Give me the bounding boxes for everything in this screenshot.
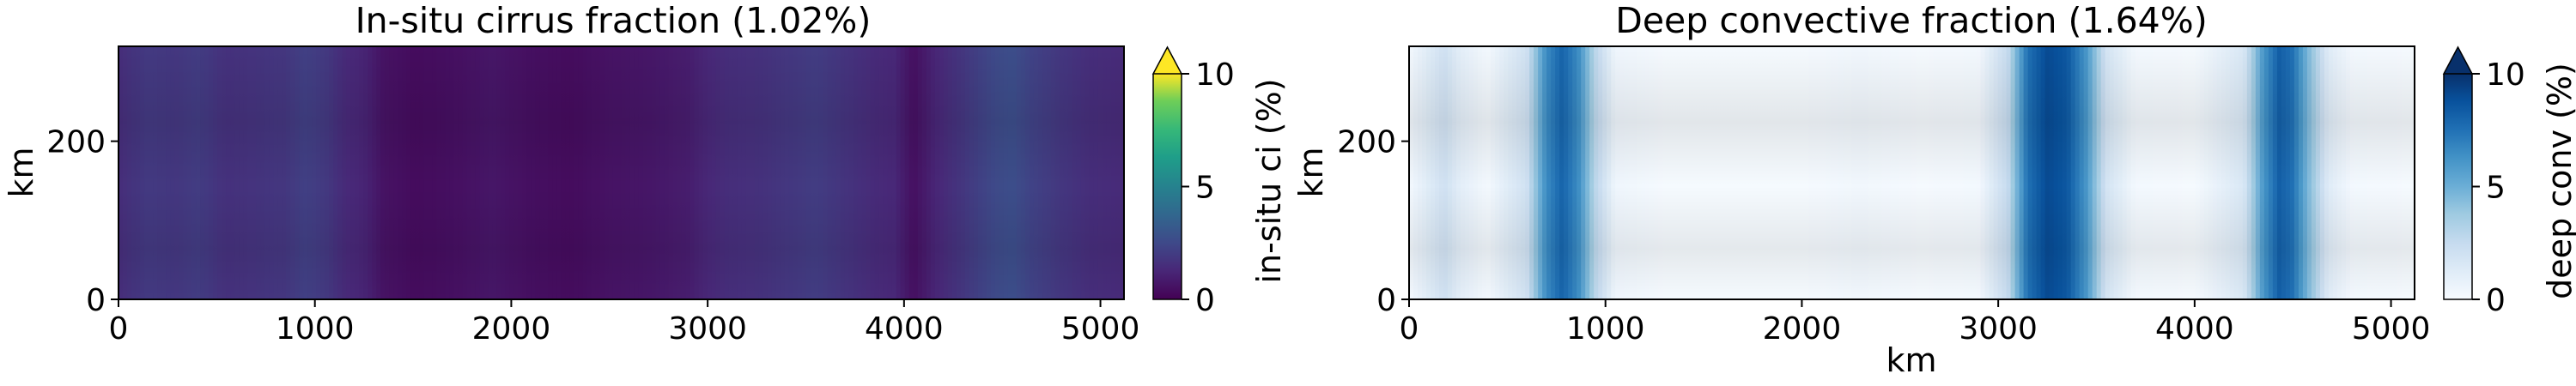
deepconv-colorbar-label: deep conv (%) — [2541, 63, 2576, 299]
heatmap-texture — [118, 46, 1124, 299]
cirrus-panel: In-situ cirrus fraction (1.02%) 0 1000 200… — [3, 0, 1288, 347]
x-tick-label: 4000 — [865, 311, 944, 347]
x-tick-label: 1000 — [1566, 311, 1645, 347]
x-tick-label: 3000 — [668, 311, 747, 347]
x-tick-label: 2000 — [472, 311, 551, 347]
deepconv-colorbar-ticks: 0 5 10 — [2472, 57, 2525, 318]
x-tick-label: 5000 — [2352, 311, 2431, 347]
heatmap-texture — [1409, 46, 2415, 299]
cirrus-heatmap — [118, 46, 1125, 299]
cirrus-colorbar-label: in-situ ci (%) — [1250, 78, 1288, 283]
y-tick-label: 200 — [1337, 125, 1396, 160]
deepconv-panel: Deep convective fraction (1.64%) 0 1000 20… — [1292, 0, 2576, 379]
cirrus-title: In-situ cirrus fraction (1.02%) — [355, 0, 872, 41]
colorbar-tick-label: 10 — [2486, 57, 2525, 93]
deepconv-y-axis: 0 200 — [1337, 125, 1409, 318]
cirrus-y-axis: 0 200 — [46, 125, 118, 318]
colorbar-tick-label: 10 — [1195, 57, 1235, 93]
y-tick-label: 0 — [86, 283, 106, 318]
deepconv-title: Deep convective fraction (1.64%) — [1615, 0, 2207, 41]
colorbar-tick-label: 5 — [2486, 171, 2506, 206]
x-tick-label: 2000 — [1763, 311, 1842, 347]
colorbar-tick-label: 5 — [1195, 171, 1215, 206]
cirrus-colorbar-extend-arrow — [1151, 45, 1183, 75]
colorbar-tick-label: 0 — [2486, 283, 2506, 318]
x-tick-label: 1000 — [276, 311, 355, 347]
cirrus-colorbar-gradient — [1153, 74, 1182, 299]
x-tick-label: 5000 — [1061, 311, 1140, 347]
deepconv-y-label: km — [1292, 147, 1330, 197]
deepconv-colorbar-gradient — [2444, 74, 2472, 299]
cirrus-colorbar-ticks: 0 5 10 — [1182, 57, 1235, 318]
x-tick-label: 3000 — [1959, 311, 2038, 347]
deepconv-colorbar-extend-arrow — [2442, 45, 2474, 75]
deepconv-plot-frame — [1408, 45, 2415, 300]
cirrus-x-axis: 0 1000 2000 3000 4000 5000 — [109, 299, 1140, 347]
cirrus-colorbar: 0 5 10 in-situ ci (%) — [1151, 45, 1288, 318]
deepconv-x-axis: 0 1000 2000 3000 4000 5000 — [1400, 299, 2431, 347]
deepconv-x-label: km — [1886, 341, 1936, 379]
deepconv-heatmap — [1409, 46, 2415, 299]
x-tick-label: 4000 — [2155, 311, 2234, 347]
x-tick-label: 0 — [109, 311, 129, 347]
colorbar-tick-label: 0 — [1195, 283, 1215, 318]
deepconv-colorbar: 0 5 10 deep conv (%) — [2442, 45, 2576, 318]
cirrus-y-label: km — [3, 147, 40, 197]
y-tick-label: 200 — [46, 125, 106, 160]
y-tick-label: 0 — [1376, 283, 1396, 318]
x-tick-label: 0 — [1400, 311, 1419, 347]
cirrus-plot-frame — [118, 45, 1125, 300]
